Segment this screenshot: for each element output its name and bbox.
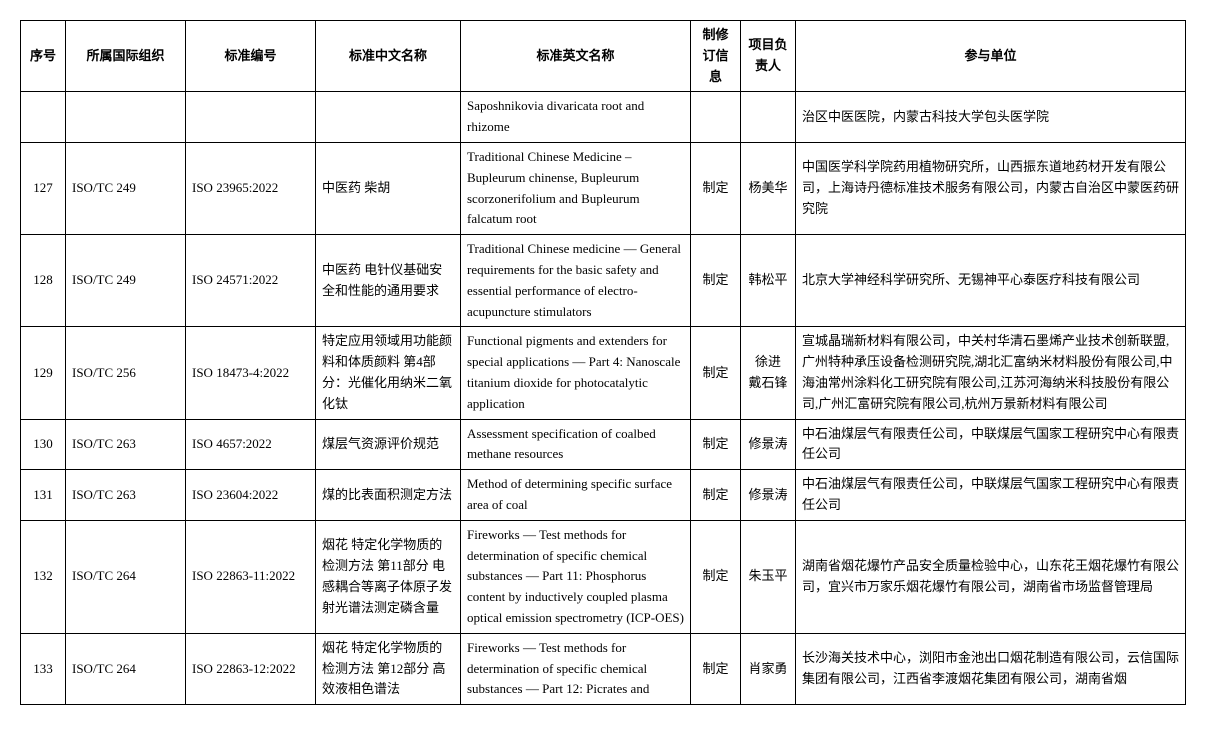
table-row: 131ISO/TC 263ISO 23604:2022煤的比表面积测定方法Met… — [21, 470, 1186, 521]
cell-leader: 徐进 戴石锋 — [741, 327, 796, 419]
cell-name-en: Fireworks — Test methods for determinati… — [461, 520, 691, 633]
cell-std-no: ISO 23965:2022 — [186, 142, 316, 234]
cell-seq: 127 — [21, 142, 66, 234]
table-row: 132ISO/TC 264ISO 22863-11:2022烟花 特定化学物质的… — [21, 520, 1186, 633]
cell-std-no: ISO 23604:2022 — [186, 470, 316, 521]
header-seq: 序号 — [21, 21, 66, 92]
cell-leader: 韩松平 — [741, 235, 796, 327]
table-row: 130ISO/TC 263ISO 4657:2022煤层气资源评价规范Asses… — [21, 419, 1186, 470]
cell-name-en: Saposhnikovia divaricata root and rhizom… — [461, 92, 691, 143]
cell-seq: 132 — [21, 520, 66, 633]
cell-std-no: ISO 4657:2022 — [186, 419, 316, 470]
cell-name-en: Traditional Chinese medicine — General r… — [461, 235, 691, 327]
table-row: Saposhnikovia divaricata root and rhizom… — [21, 92, 1186, 143]
cell-rev: 制定 — [691, 235, 741, 327]
cell-leader: 肖家勇 — [741, 633, 796, 704]
cell-seq: 129 — [21, 327, 66, 419]
table-row: 133ISO/TC 264ISO 22863-12:2022烟花 特定化学物质的… — [21, 633, 1186, 704]
cell-name-zh: 烟花 特定化学物质的检测方法 第12部分 高效液相色谱法 — [316, 633, 461, 704]
cell-org: ISO/TC 263 — [66, 419, 186, 470]
cell-units: 中石油煤层气有限责任公司，中联煤层气国家工程研究中心有限责任公司 — [796, 470, 1186, 521]
cell-units: 长沙海关技术中心，浏阳市金池出口烟花制造有限公司，云信国际集团有限公司，江西省李… — [796, 633, 1186, 704]
cell-units: 北京大学神经科学研究所、无锡神平心泰医疗科技有限公司 — [796, 235, 1186, 327]
table-header-row: 序号 所属国际组织 标准编号 标准中文名称 标准英文名称 制修订信息 项目负责人… — [21, 21, 1186, 92]
standards-table: 序号 所属国际组织 标准编号 标准中文名称 标准英文名称 制修订信息 项目负责人… — [20, 20, 1186, 705]
cell-name-en: Method of determining specific surface a… — [461, 470, 691, 521]
header-org: 所属国际组织 — [66, 21, 186, 92]
cell-org: ISO/TC 264 — [66, 633, 186, 704]
cell-std-no — [186, 92, 316, 143]
table-row: 127ISO/TC 249ISO 23965:2022中医药 柴胡Traditi… — [21, 142, 1186, 234]
header-rev: 制修订信息 — [691, 21, 741, 92]
cell-org: ISO/TC 256 — [66, 327, 186, 419]
cell-rev: 制定 — [691, 470, 741, 521]
cell-org: ISO/TC 249 — [66, 142, 186, 234]
cell-leader — [741, 92, 796, 143]
cell-leader: 修景涛 — [741, 419, 796, 470]
header-name-en: 标准英文名称 — [461, 21, 691, 92]
cell-name-en: Traditional Chinese Medicine – Bupleurum… — [461, 142, 691, 234]
cell-std-no: ISO 18473-4:2022 — [186, 327, 316, 419]
cell-seq: 130 — [21, 419, 66, 470]
cell-rev: 制定 — [691, 419, 741, 470]
cell-name-zh: 煤的比表面积测定方法 — [316, 470, 461, 521]
cell-leader: 朱玉平 — [741, 520, 796, 633]
header-std-no: 标准编号 — [186, 21, 316, 92]
cell-std-no: ISO 22863-12:2022 — [186, 633, 316, 704]
cell-rev: 制定 — [691, 142, 741, 234]
header-leader: 项目负责人 — [741, 21, 796, 92]
cell-name-zh: 烟花 特定化学物质的检测方法 第11部分 电感耦合等离子体原子发射光谱法测定磷含… — [316, 520, 461, 633]
cell-name-zh — [316, 92, 461, 143]
cell-name-zh: 中医药 柴胡 — [316, 142, 461, 234]
cell-name-zh: 煤层气资源评价规范 — [316, 419, 461, 470]
cell-std-no: ISO 24571:2022 — [186, 235, 316, 327]
cell-units: 治区中医医院，内蒙古科技大学包头医学院 — [796, 92, 1186, 143]
cell-name-en: Fireworks — Test methods for determinati… — [461, 633, 691, 704]
cell-seq: 131 — [21, 470, 66, 521]
header-name-zh: 标准中文名称 — [316, 21, 461, 92]
cell-std-no: ISO 22863-11:2022 — [186, 520, 316, 633]
cell-rev: 制定 — [691, 633, 741, 704]
cell-rev: 制定 — [691, 520, 741, 633]
cell-rev — [691, 92, 741, 143]
cell-name-en: Assessment specification of coalbed meth… — [461, 419, 691, 470]
cell-name-zh: 中医药 电针仪基础安全和性能的通用要求 — [316, 235, 461, 327]
table-row: 129ISO/TC 256ISO 18473-4:2022特定应用领域用功能颜料… — [21, 327, 1186, 419]
table-row: 128ISO/TC 249ISO 24571:2022中医药 电针仪基础安全和性… — [21, 235, 1186, 327]
cell-seq: 128 — [21, 235, 66, 327]
cell-units: 中国医学科学院药用植物研究所，山西振东道地药材开发有限公司，上海诗丹德标准技术服… — [796, 142, 1186, 234]
cell-org: ISO/TC 249 — [66, 235, 186, 327]
cell-seq: 133 — [21, 633, 66, 704]
cell-rev: 制定 — [691, 327, 741, 419]
header-units: 参与单位 — [796, 21, 1186, 92]
cell-seq — [21, 92, 66, 143]
cell-org — [66, 92, 186, 143]
cell-org: ISO/TC 264 — [66, 520, 186, 633]
cell-units: 宣城晶瑞新材料有限公司，中关村华清石墨烯产业技术创新联盟,广州特种承压设备检测研… — [796, 327, 1186, 419]
cell-leader: 修景涛 — [741, 470, 796, 521]
cell-units: 中石油煤层气有限责任公司，中联煤层气国家工程研究中心有限责任公司 — [796, 419, 1186, 470]
cell-name-en: Functional pigments and extenders for sp… — [461, 327, 691, 419]
cell-name-zh: 特定应用领域用功能颜料和体质颜料 第4部分：光催化用纳米二氧化钛 — [316, 327, 461, 419]
cell-leader: 杨美华 — [741, 142, 796, 234]
cell-org: ISO/TC 263 — [66, 470, 186, 521]
cell-units: 湖南省烟花爆竹产品安全质量检验中心，山东花王烟花爆竹有限公司，宜兴市万家乐烟花爆… — [796, 520, 1186, 633]
